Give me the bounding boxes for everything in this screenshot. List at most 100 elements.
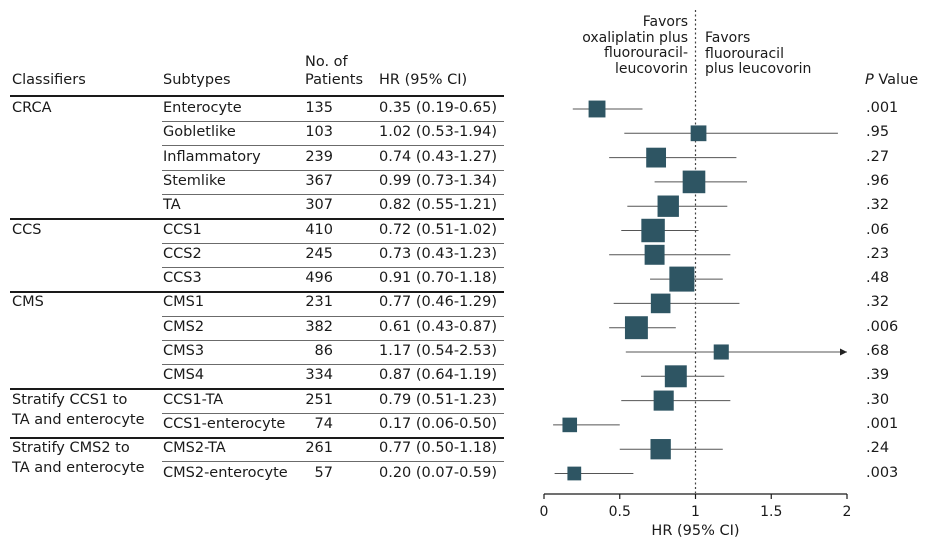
hr-marker <box>653 390 674 411</box>
patients-count: 496 <box>305 270 333 287</box>
patients-count: 57 <box>314 464 333 481</box>
x-tick-label: 1 <box>691 504 700 520</box>
hr-marker <box>682 170 706 194</box>
p-value: .06 <box>866 221 890 238</box>
classifier-label: TA and enterocyte <box>12 411 145 428</box>
classifier-label: Stratify CCS1 to <box>12 391 128 408</box>
row-divider <box>162 121 504 123</box>
subtype-label: TA <box>163 197 181 214</box>
hr-ci-value: 0.20 (0.07-0.59) <box>379 464 498 481</box>
hr-marker <box>624 316 648 340</box>
group-divider <box>10 291 504 293</box>
row-divider <box>162 145 504 147</box>
hr-ci-value: 0.77 (0.46-1.29) <box>379 294 498 311</box>
hr-marker <box>669 266 695 292</box>
p-value: .32 <box>866 197 890 214</box>
patients-count: 334 <box>305 367 333 384</box>
classifier-label: CRCA <box>12 100 52 116</box>
subtype-label: CMS4 <box>163 367 205 384</box>
p-value: .48 <box>866 270 890 287</box>
p-value: .39 <box>866 367 890 384</box>
hr-ci-value: 0.82 (0.55-1.21) <box>379 197 498 214</box>
hr-marker <box>650 293 671 314</box>
p-value: .68 <box>866 343 890 359</box>
hr-ci-value: 0.35 (0.19-0.65) <box>379 100 498 116</box>
hr-marker <box>646 147 667 168</box>
p-value: .23 <box>866 245 890 262</box>
row-divider <box>162 266 504 268</box>
header-hr: HR (95% CI) <box>379 72 468 88</box>
favors-right-line: plus leucovorin <box>705 61 812 77</box>
row-divider <box>162 412 504 414</box>
subtype-label: CMS2 <box>163 318 205 335</box>
row-divider <box>162 194 504 196</box>
favors-right-label: Favors fluorouracil plus leucovorin <box>705 30 812 78</box>
classifier-label: CMS <box>12 294 44 311</box>
row-divider <box>162 339 504 341</box>
favors-left-line: fluorouracil- <box>603 45 688 61</box>
p-value: .32 <box>866 294 890 311</box>
group-divider <box>10 388 504 390</box>
subtype-label: Gobletlike <box>163 124 236 141</box>
subtype-label: CCS3 <box>163 270 202 287</box>
p-value: .006 <box>866 318 899 335</box>
subtype-label: CMS2-enterocyte <box>163 464 288 481</box>
hr-ci-value: 0.72 (0.51-1.02) <box>379 221 498 238</box>
header-patients-line1: No. of <box>305 54 348 70</box>
p-value: .24 <box>866 440 890 457</box>
x-tick-label: 2 <box>843 504 852 520</box>
hr-ci-value: 0.74 (0.43-1.27) <box>379 148 498 165</box>
subtype-label: Inflammatory <box>163 148 261 165</box>
classifier-label: Stratify CMS2 to <box>12 440 130 457</box>
favors-right-line: Favors <box>705 30 751 46</box>
hr-marker <box>650 439 671 460</box>
patients-count: 135 <box>305 100 333 116</box>
subtype-label: Stemlike <box>163 172 226 189</box>
group-divider <box>10 437 504 439</box>
patients-count: 261 <box>305 440 333 457</box>
patients-count: 103 <box>305 124 333 141</box>
hr-ci-value: 1.17 (0.54-2.53) <box>379 343 498 359</box>
subtype-label: CCS1 <box>163 221 202 238</box>
hr-marker <box>713 344 729 360</box>
p-value: .003 <box>866 464 899 481</box>
hr-ci-value: 0.17 (0.06-0.50) <box>379 415 498 432</box>
hr-ci-value: 1.02 (0.53-1.94) <box>379 124 498 141</box>
patients-count: 251 <box>305 391 333 408</box>
row-divider <box>162 242 504 244</box>
patients-count: 86 <box>314 343 333 359</box>
hr-marker <box>567 466 582 481</box>
patients-count: 307 <box>305 197 333 214</box>
x-tick-label: 0.5 <box>609 504 631 520</box>
p-value: .30 <box>866 391 890 408</box>
subtype-label: CMS1 <box>163 294 205 311</box>
header-pvalue-italic: P <box>865 72 874 88</box>
favors-left-label: Favors oxaliplatin plus fluorouracil-leuco… <box>560 14 688 77</box>
patients-count: 367 <box>305 172 333 189</box>
hr-ci-value: 0.87 (0.64-1.19) <box>379 367 498 384</box>
p-value: .27 <box>866 148 890 165</box>
favors-left-line: leucovorin <box>614 60 688 77</box>
x-tick-label: 0 <box>540 504 549 520</box>
hr-ci-value: 0.79 (0.51-1.23) <box>379 391 498 408</box>
favors-right-line: fluorouracil <box>705 45 784 62</box>
subtype-label: CCS2 <box>163 245 202 262</box>
hr-ci-value: 0.77 (0.50-1.18) <box>379 440 498 457</box>
classifier-label: CCS <box>12 221 42 238</box>
subtype-label: CMS2-TA <box>163 440 226 457</box>
favors-left-line: Favors <box>642 14 688 30</box>
p-value: .96 <box>866 172 890 189</box>
row-divider <box>162 315 504 317</box>
x-tick-label: 1.5 <box>760 504 782 520</box>
p-value: .001 <box>866 415 899 432</box>
header-subtypes: Subtypes <box>163 72 231 88</box>
row-divider <box>162 169 504 171</box>
subtype-label: Enterocyte <box>163 100 242 116</box>
hr-ci-value: 0.91 (0.70-1.18) <box>379 270 498 287</box>
hr-marker <box>641 218 665 243</box>
hr-marker <box>664 365 687 388</box>
p-value: .95 <box>866 124 890 141</box>
hr-ci-value: 0.73 (0.43-1.23) <box>379 245 498 262</box>
group-divider <box>10 218 504 220</box>
